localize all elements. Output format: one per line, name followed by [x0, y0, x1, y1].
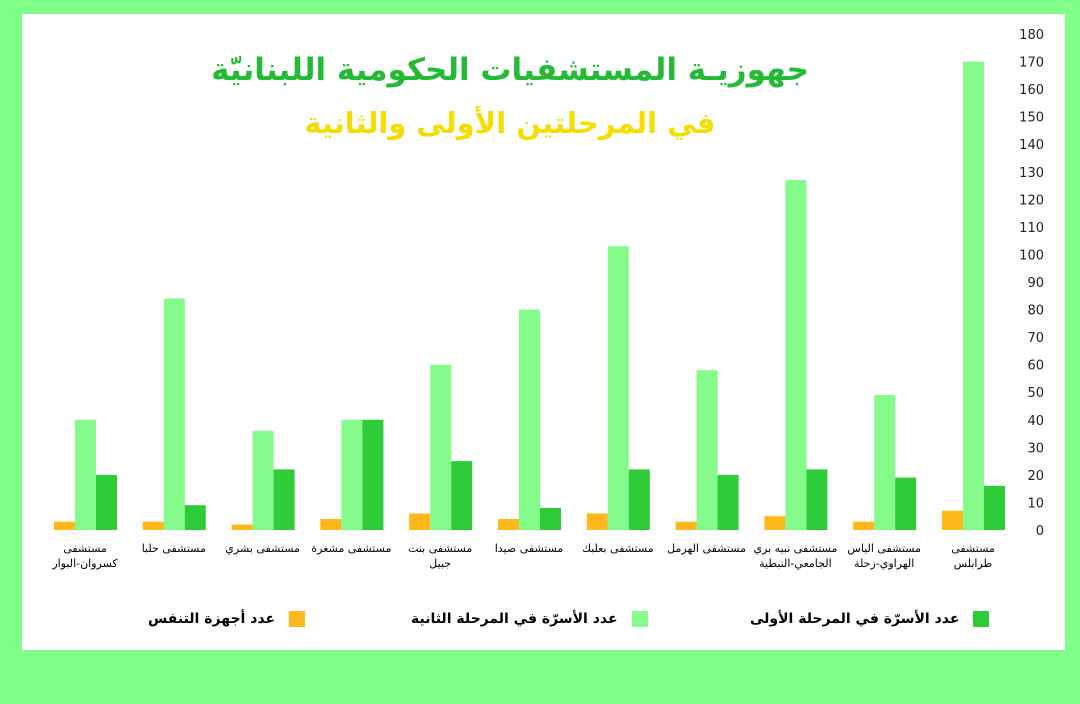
y-tick-label: 10	[1027, 496, 1044, 511]
y-tick-label: 120	[1019, 193, 1044, 208]
category-label-line: جبيل	[429, 557, 452, 570]
category-label: مستشفى طرابلس	[921, 541, 1025, 571]
bar-series-0-category-2	[764, 516, 786, 530]
category-label-line: مستشفى بنت	[408, 542, 473, 555]
category-label: مستشفى حلبا	[122, 541, 226, 556]
bar-series-2-category-1	[895, 477, 917, 530]
y-tick-label: 180	[1019, 28, 1044, 43]
y-tick-label: 90	[1027, 276, 1044, 291]
chart-panel	[22, 14, 1065, 650]
category-label: مستشفى كسروان-البوار	[33, 541, 137, 571]
legend-swatch	[289, 611, 306, 627]
chart-title: جهوزيـة المستشفيات الحكومية اللبنانيّة	[211, 52, 809, 88]
category-label: مستشفى بنت جبيل	[388, 541, 492, 571]
category-label-line: مستشفى مشغرة	[311, 542, 392, 555]
category-label-line: مستشفى صيدا	[494, 542, 564, 555]
category-label-line: مستشفى الهرمل	[667, 542, 747, 555]
category-label-line: مستشفى بشري	[225, 542, 300, 555]
y-tick-label: 130	[1019, 166, 1044, 181]
category-label: مستشفى الهرمل	[655, 541, 759, 556]
y-tick-label: 110	[1019, 221, 1044, 236]
bar-series-1-category-6	[430, 364, 452, 530]
legend-swatch	[973, 611, 990, 627]
bar-series-1-category-2	[785, 180, 807, 530]
bar-series-1-category-7	[341, 419, 363, 530]
bar-series-0-category-1	[853, 521, 875, 530]
y-tick-label: 30	[1027, 441, 1044, 456]
category-label: مستشفى مشغرة	[299, 541, 403, 556]
category-label-line: مستشفى	[951, 542, 995, 555]
bar-series-2-category-6	[451, 461, 473, 530]
category-label-line: طرابلس	[953, 557, 993, 570]
legend-label: عدد الأسرّة في المرحلة الثانية	[411, 611, 618, 627]
bar-series-1-category-1	[874, 395, 896, 530]
y-tick-label: 50	[1027, 386, 1044, 401]
bar-series-0-category-10	[54, 521, 75, 530]
bar-series-2-category-2	[806, 469, 828, 530]
bar-series-0-category-0	[942, 510, 963, 530]
bar-series-1-category-0	[963, 61, 984, 530]
category-label-line: كسروان-البوار	[52, 557, 118, 570]
bar-series-1-category-8	[252, 430, 274, 530]
y-tick-label: 20	[1027, 469, 1044, 484]
bar-series-0-category-8	[231, 524, 253, 530]
bar-series-0-category-9	[142, 521, 164, 530]
bar-series-0-category-3	[675, 521, 697, 530]
bar-series-0-category-4	[586, 513, 608, 530]
legend-item-beds-phase-2: عدد الأسرّة في المرحلة الثانية	[411, 608, 648, 630]
category-label-line: مستشفى حلبا	[141, 542, 206, 555]
y-tick-label: 0	[1036, 524, 1044, 539]
legend-item-ventilators: عدد أجهزة التنفس	[148, 608, 306, 630]
y-tick-label: 140	[1019, 138, 1044, 153]
category-label-line: مستشفى الياس	[847, 542, 921, 555]
bar-series-1-category-5	[519, 309, 540, 530]
bar-series-2-category-4	[628, 469, 650, 530]
bar-series-1-category-9	[163, 298, 185, 530]
bar-series-2-category-7	[362, 419, 384, 530]
category-label-line: مستشفى نبيه بري	[753, 542, 838, 555]
category-label: مستشفى صيدا	[477, 541, 581, 556]
y-tick-label: 100	[1019, 248, 1044, 263]
bar-series-1-category-4	[607, 246, 629, 530]
y-tick-label: 160	[1019, 83, 1044, 98]
bar-series-2-category-8	[273, 469, 295, 530]
bar-series-2-category-5	[540, 508, 561, 530]
y-tick-label: 150	[1019, 111, 1044, 126]
category-label-line: مستشفى بعلبك	[581, 542, 654, 555]
category-label: مستشفى بعلبك	[566, 541, 670, 556]
legend-swatch	[631, 611, 648, 627]
y-tick-label: 40	[1027, 414, 1044, 429]
legend-label: عدد الأسرّة في المرحلة الأولى	[750, 611, 960, 627]
bar-series-2-category-0	[984, 485, 1005, 530]
bar-series-1-category-10	[75, 419, 96, 530]
y-tick-label: 170	[1019, 56, 1044, 71]
y-tick-label: 60	[1027, 359, 1044, 374]
category-label-line: الجامعي-النبطية	[759, 557, 832, 570]
bar-series-0-category-7	[320, 519, 342, 530]
bar-series-0-category-5	[498, 519, 519, 530]
category-label: مستشفى نبيه بري الجامعي-النبطية	[743, 541, 847, 571]
bar-series-2-category-10	[96, 474, 117, 530]
legend-item-beds-phase-1: عدد الأسرّة في المرحلة الأولى	[750, 608, 990, 630]
y-tick-label: 70	[1027, 331, 1044, 346]
chart-subtitle: في المرحلتين الأولى والثانية	[304, 106, 716, 140]
bar-series-2-category-9	[184, 505, 206, 530]
bar-series-0-category-6	[409, 513, 431, 530]
category-label: مستشفى الياس الهراوي-زحلة	[832, 541, 936, 571]
bar-series-1-category-3	[696, 370, 718, 530]
category-label-line: مستشفى	[63, 542, 107, 555]
category-label-line: الهراوي-زحلة	[854, 557, 915, 570]
legend-label: عدد أجهزة التنفس	[148, 611, 276, 627]
category-label: مستشفى بشري	[211, 541, 315, 556]
y-tick-label: 80	[1027, 304, 1044, 319]
bar-series-2-category-3	[717, 474, 739, 530]
